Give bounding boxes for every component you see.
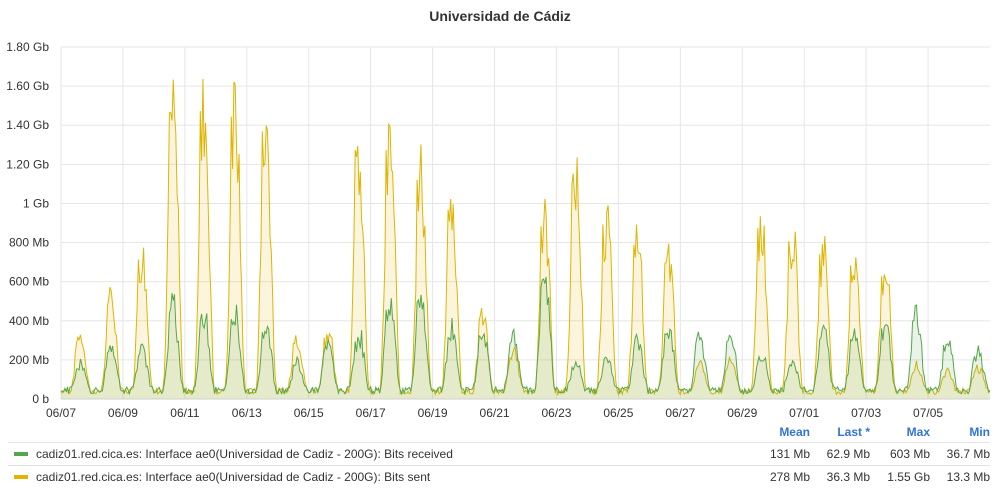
- x-tick-label: 06/21: [480, 406, 510, 420]
- x-axis: 06/07 06/09 06/11 06/13 06/15 06/17 06/19 06/21…: [46, 398, 990, 420]
- y-tick-label: 1 Gb: [23, 196, 49, 210]
- legend-swatch-received: [14, 452, 28, 456]
- x-tick-label: 06/15: [294, 406, 324, 420]
- legend-row-sent[interactable]: cadiz01.red.cica.es: Interface ae0(Unive…: [8, 465, 990, 488]
- legend-min-value: 36.7 Mb: [946, 447, 990, 461]
- legend-header: Mean Last * Max Min: [8, 422, 990, 442]
- series-line[interactable]: [60, 276, 991, 396]
- legend-header-min[interactable]: Min: [969, 425, 990, 439]
- series-area-fill: [61, 78, 990, 400]
- y-tick-label: 0 b: [32, 392, 49, 406]
- x-tick-label: 06/27: [665, 406, 695, 420]
- x-tick-label: 07/01: [789, 406, 819, 420]
- grid: [60, 46, 990, 400]
- legend-mean-value: 131 Mb: [769, 447, 810, 461]
- legend-last-value: 36.3 Mb: [826, 470, 870, 484]
- legend: Mean Last * Max Min cadiz01.red.cica.es:…: [8, 422, 990, 488]
- legend-header-mean[interactable]: Mean: [779, 425, 810, 439]
- legend-mean-value: 278 Mb: [769, 470, 810, 484]
- legend-swatch-sent: [14, 475, 28, 479]
- series-areas: [60, 78, 991, 400]
- y-tick-label: 1.20 Gb: [6, 157, 49, 171]
- chart-title: Universidad de Cádiz: [429, 8, 571, 24]
- y-tick-label: 800 Mb: [9, 236, 49, 250]
- y-tick-label: 1.40 Gb: [6, 118, 49, 132]
- legend-header-max[interactable]: Max: [906, 425, 930, 439]
- legend-header-last[interactable]: Last *: [837, 425, 870, 439]
- legend-min-value: 13.3 Mb: [946, 470, 990, 484]
- y-axis: 0 b 200 Mb 400 Mb 600 Mb 800 Mb 1 Gb 1.20 Gb 1.…: [6, 40, 49, 406]
- x-tick-label: 06/17: [356, 406, 386, 420]
- legend-max-value: 1.55 Gb: [887, 470, 930, 484]
- legend-series-name[interactable]: cadiz01.red.cica.es: Interface ae0(Unive…: [36, 470, 431, 484]
- x-tick-label: 06/07: [46, 406, 76, 420]
- legend-last-value: 62.9 Mb: [826, 447, 870, 461]
- chart: Universidad de Cádiz 0 b 200 Mb 400 Mb 600 …: [6, 8, 991, 420]
- y-tick-label: 1.60 Gb: [6, 79, 49, 93]
- x-tick-label: 06/29: [727, 406, 757, 420]
- series-line[interactable]: [60, 78, 991, 397]
- x-tick-label: 06/23: [541, 406, 571, 420]
- x-tick-label: 06/09: [108, 406, 138, 420]
- x-tick-label: 06/11: [170, 406, 199, 420]
- x-tick-label: 07/03: [851, 406, 881, 420]
- y-tick-label: 400 Mb: [9, 314, 49, 328]
- y-tick-label: 1.80 Gb: [6, 40, 49, 54]
- x-tick-label: 06/13: [232, 406, 262, 420]
- y-tick-label: 200 Mb: [9, 353, 49, 367]
- x-tick-label: 07/05: [913, 406, 943, 420]
- legend-series-name[interactable]: cadiz01.red.cica.es: Interface ae0(Unive…: [36, 447, 453, 461]
- legend-row-received[interactable]: cadiz01.red.cica.es: Interface ae0(Unive…: [8, 442, 990, 465]
- x-tick-label: 06/25: [603, 406, 633, 420]
- x-tick-label: 06/19: [418, 406, 448, 420]
- y-tick-label: 600 Mb: [9, 275, 49, 289]
- legend-max-value: 603 Mb: [889, 447, 930, 461]
